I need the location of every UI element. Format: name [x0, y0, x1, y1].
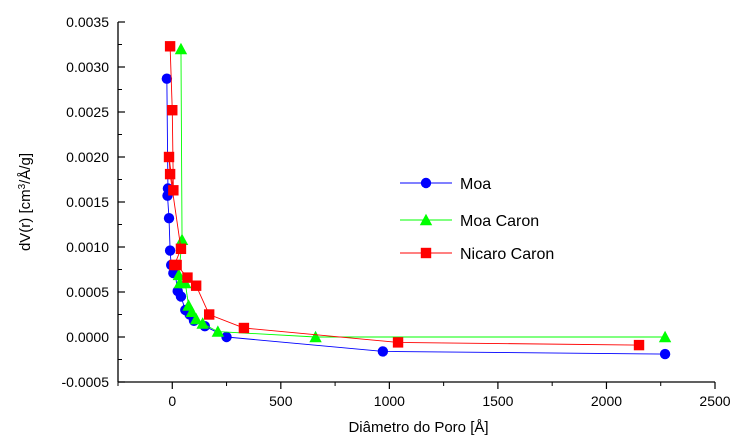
- data-point: [377, 346, 389, 357]
- y-tick-label: 0.0010: [66, 239, 109, 255]
- data-point: [175, 233, 189, 245]
- series-line: [178, 48, 666, 338]
- data-point: [309, 330, 322, 343]
- legend-marker: [420, 247, 432, 259]
- data-point: [659, 348, 671, 360]
- y-axis: -0.0005 0.0000 0.0005 0.0010 0.0015 0.0020 0.0…: [62, 14, 125, 390]
- data-point: [203, 309, 215, 320]
- y-tick-label: 0.0000: [66, 329, 109, 345]
- x-tick-label: 0: [168, 393, 176, 409]
- series-line: [168, 46, 640, 346]
- series-layer: [161, 41, 672, 360]
- y-tick-label: 0.0020: [66, 149, 109, 165]
- data-point: [163, 213, 175, 224]
- series-line: [166, 78, 666, 355]
- y-tick-label: 0.0035: [66, 14, 109, 30]
- legend-label: Moa: [460, 176, 491, 193]
- y-tick-label: 0.0025: [66, 104, 109, 120]
- x-tick-label: 2000: [591, 393, 622, 409]
- x-tick-label: 1500: [482, 393, 513, 409]
- y-tick-label: 0.0015: [66, 194, 109, 210]
- series-nicaro-caron: [163, 41, 645, 351]
- x-tick-label: 500: [269, 393, 293, 409]
- data-point: [163, 151, 175, 163]
- legend-item: Nicaro Caron: [400, 246, 554, 263]
- legend-label: Nicaro Caron: [460, 246, 554, 263]
- y-tick-label: -0.0005: [62, 374, 110, 390]
- x-tick-label: 2500: [699, 393, 730, 409]
- data-point: [175, 291, 187, 302]
- data-point: [190, 280, 202, 291]
- data-point: [633, 339, 645, 351]
- x-axis: 0 500 1000 1500 2000 2500: [117, 382, 731, 409]
- data-point: [167, 105, 178, 116]
- data-point: [658, 330, 672, 343]
- y-tick-label: 0.0005: [66, 284, 109, 300]
- legend-marker: [420, 177, 432, 189]
- data-point: [175, 243, 187, 254]
- series-moa: [161, 73, 671, 360]
- data-point: [392, 337, 404, 348]
- data-point: [182, 272, 193, 283]
- data-point: [161, 73, 173, 84]
- data-point: [238, 322, 250, 334]
- y-axis-title-before: dV(r) [cm: [17, 189, 34, 251]
- data-point: [171, 259, 182, 271]
- legend: Moa Moa Caron Nicaro Caron: [400, 176, 554, 263]
- y-axis-title-after: /Å/g]: [17, 153, 34, 184]
- data-point: [164, 168, 176, 180]
- legend-label: Moa Caron: [460, 213, 539, 230]
- data-point: [164, 41, 176, 52]
- data-point: [189, 312, 203, 325]
- data-point: [221, 331, 232, 343]
- data-point: [164, 245, 176, 256]
- legend-item: Moa: [400, 176, 491, 193]
- data-point: [168, 185, 179, 196]
- legend-item: Moa Caron: [400, 213, 539, 230]
- legend-marker: [419, 213, 433, 226]
- y-tick-label: 0.0030: [66, 59, 109, 75]
- data-point: [185, 305, 199, 317]
- x-axis-title: Diâmetro do Poro [Å]: [348, 419, 488, 436]
- series-moa-caron: [172, 42, 672, 343]
- data-point: [211, 325, 225, 337]
- y-axis-title: dV(r) [cm3/Å/g]: [17, 153, 35, 251]
- y-axis-title-sup: 3: [17, 183, 28, 189]
- x-tick-label: 1000: [374, 393, 405, 409]
- data-point: [172, 268, 185, 281]
- data-point: [196, 317, 209, 329]
- data-point: [174, 42, 188, 55]
